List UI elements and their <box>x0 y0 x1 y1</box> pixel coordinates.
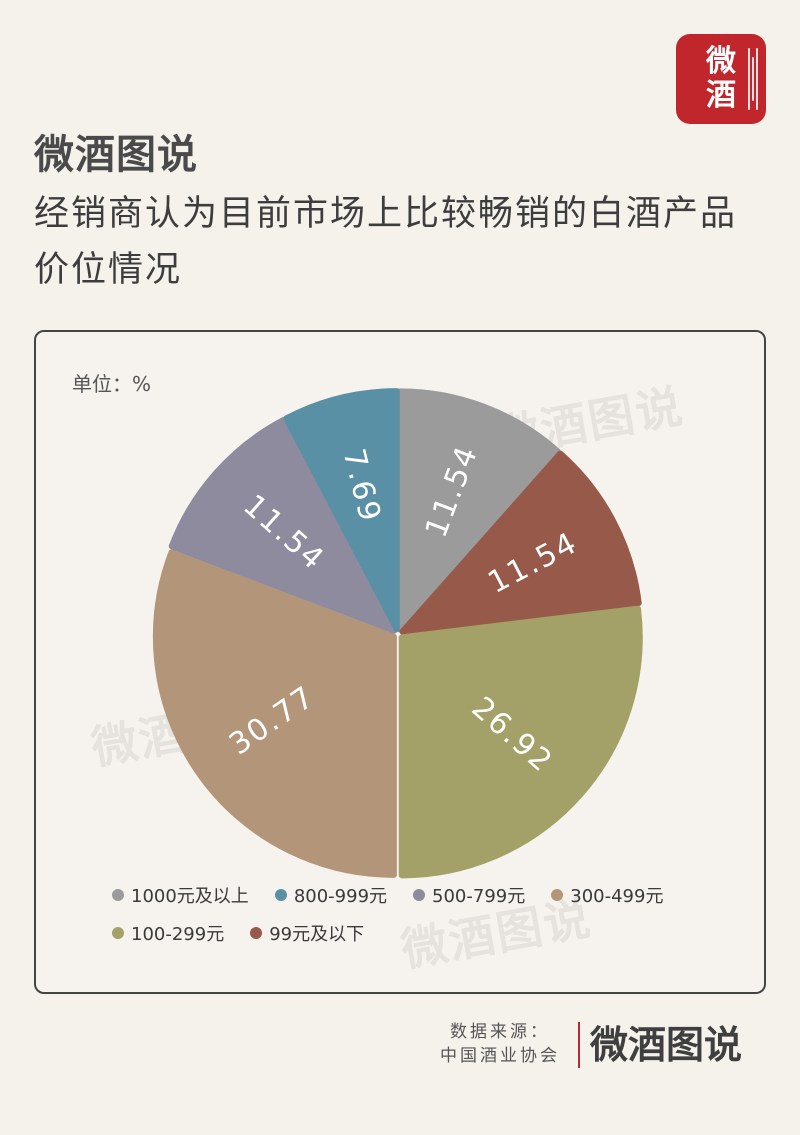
legend-label: 300-499元 <box>570 886 664 907</box>
source-label: 数据来源： <box>450 1022 550 1042</box>
legend-item: 500-799元 <box>413 884 526 907</box>
source-name: 中国酒业协会 <box>440 1046 560 1066</box>
pie-slice <box>396 388 561 633</box>
brand-badge: 微 酒 <box>676 34 766 124</box>
legend-swatch <box>250 927 263 939</box>
page-title: 经销商认为目前市场上比较畅销的白酒产品价位情况 <box>34 194 738 290</box>
badge-char-2: 酒 <box>706 78 736 113</box>
legend-swatch <box>551 889 564 901</box>
legend-item: 300-499元 <box>551 884 664 907</box>
legend-label: 100-299元 <box>131 924 225 945</box>
legend-label: 1000元及以上 <box>131 886 249 907</box>
badge-char-1: 微 <box>706 44 736 79</box>
pie-slice <box>283 388 400 633</box>
pie-slice <box>399 450 642 635</box>
pie-slice <box>398 605 643 879</box>
legend-swatch <box>112 927 124 939</box>
legend-item: 1000元及以上 <box>112 884 249 907</box>
legend-swatch <box>112 889 124 901</box>
footer-divider <box>578 1022 580 1068</box>
brand-logo: 微酒图说 <box>34 132 198 178</box>
pie-slice <box>152 549 397 878</box>
legend-label: 99元及以下 <box>269 924 365 945</box>
legend-swatch <box>274 889 287 901</box>
legend-label: 800-999元 <box>293 886 388 907</box>
badge-bars-icon <box>748 48 758 110</box>
footer-brand-logo: 微酒图说 <box>590 1023 743 1067</box>
data-source: 数据来源： 中国酒业协会 <box>440 1020 560 1068</box>
legend-item: 100-299元 <box>112 922 225 945</box>
unit-label: 单位：% <box>72 372 152 396</box>
chart-legend: 1000元及以上 800-999元 500-799元 300-499元 100-299元… <box>112 884 712 945</box>
pie-slice <box>168 416 398 634</box>
legend-swatch <box>413 889 426 901</box>
legend-item: 99元及以下 <box>250 922 365 945</box>
legend-item: 800-999元 <box>274 884 388 907</box>
legend-label: 500-799元 <box>432 886 526 907</box>
